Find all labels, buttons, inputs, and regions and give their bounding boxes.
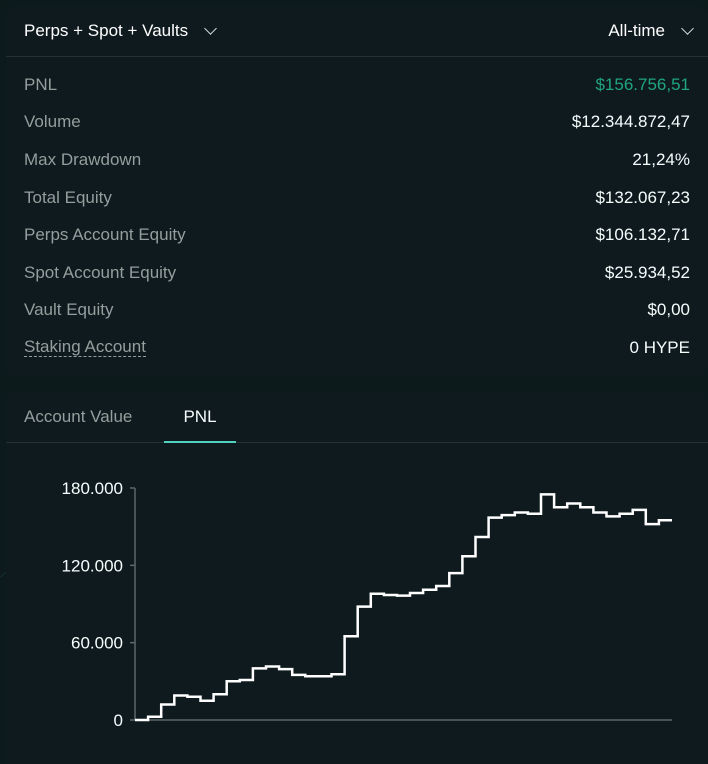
summary-header: Perps + Spot + Vaults All-time <box>6 6 708 57</box>
total-equity-value: $132.067,23 <box>595 187 690 207</box>
pnl-chart: 180.000 120.000 60.000 0 <box>62 479 672 730</box>
vault-equity-label: Vault Equity <box>24 300 114 320</box>
max-drawdown-value: 21,24% <box>632 149 690 169</box>
y-tick-label: 120.000 <box>62 556 123 575</box>
chart-tabs: Account Value PNL <box>6 392 708 443</box>
time-range-dropdown[interactable]: All-time <box>608 6 694 56</box>
account-type-dropdown[interactable]: Perps + Spot + Vaults <box>24 6 217 56</box>
pnl-label: PNL <box>24 74 58 94</box>
max-drawdown-row: Max Drawdown 21,24% <box>6 141 708 179</box>
y-tick-label: 0 <box>114 711 123 730</box>
account-type-label: Perps + Spot + Vaults <box>24 21 189 40</box>
account-summary-panel: Perps + Spot + Vaults All-time PNL $156.… <box>6 6 708 376</box>
perps-equity-label: Perps Account Equity <box>24 225 186 245</box>
spot-equity-label: Spot Account Equity <box>24 262 177 282</box>
tab-account-value[interactable]: Account Value <box>24 407 133 426</box>
y-tick-label: 60.000 <box>71 634 123 653</box>
staking-account-link[interactable]: Staking Account <box>24 337 146 358</box>
perps-equity-value: $106.132,71 <box>595 225 690 245</box>
chevron-down-icon <box>204 21 217 35</box>
pnl-value: $156.756,51 <box>595 74 690 94</box>
pnl-series-line <box>135 493 672 722</box>
y-tick-label: 180.000 <box>62 479 123 498</box>
vault-equity-row: Vault Equity $0,00 <box>6 292 708 330</box>
spot-equity-row: Spot Account Equity $25.934,52 <box>6 254 708 292</box>
volume-label: Volume <box>24 112 81 132</box>
perps-equity-row: Perps Account Equity $106.132,71 <box>6 216 708 254</box>
spot-equity-value: $25.934,52 <box>604 262 690 282</box>
chevron-down-icon <box>681 21 694 35</box>
summary-rows: PNL $156.756,51 Volume $12.344.872,47 Ma… <box>6 66 708 367</box>
staking-account-value: 0 HYPE <box>629 337 690 357</box>
volume-value: $12.344.872,47 <box>571 112 690 132</box>
staking-account-row: Staking Account 0 HYPE <box>6 329 708 367</box>
total-equity-row: Total Equity $132.067,23 <box>6 179 708 217</box>
total-equity-label: Total Equity <box>24 187 112 207</box>
vault-equity-value: $0,00 <box>647 300 690 320</box>
pnl-row: PNL $156.756,51 <box>6 66 708 104</box>
tab-pnl[interactable]: PNL <box>164 392 236 443</box>
time-range-label: All-time <box>608 21 665 40</box>
max-drawdown-label: Max Drawdown <box>24 149 142 169</box>
volume-row: Volume $12.344.872,47 <box>6 104 708 142</box>
chart-panel: Account Value PNL 180.000 120.000 60.000 0 <box>6 392 708 764</box>
